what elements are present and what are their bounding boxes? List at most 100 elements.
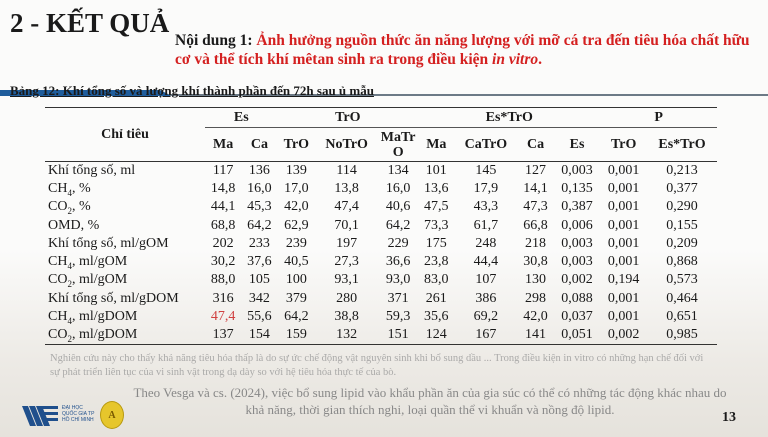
row-label: CH4, ml/gDOM — [45, 308, 205, 326]
row-label-subscript: 2 — [67, 333, 72, 344]
table-row: CO2, ml/gOM 88,0 105 100 93,1 93,0 83,0 107 130 0… — [45, 271, 717, 289]
table-cell: 93,0 — [385, 272, 411, 288]
row-label-unit: , % — [71, 180, 91, 196]
table-cell: 0,985 — [666, 327, 698, 343]
table-cell: 371 — [387, 290, 409, 306]
column-header: Ca — [241, 127, 278, 162]
table-cell: 17,0 — [284, 180, 309, 196]
table-cell: 114 — [336, 162, 357, 178]
table-cell: 47,3 — [523, 199, 548, 215]
content-label: Nội dung 1: — [175, 32, 257, 49]
table-cell: 30,2 — [210, 254, 236, 270]
table-cell: 0,051 — [561, 327, 593, 343]
column-header: Ma — [418, 127, 455, 162]
table-cell: 101 — [425, 162, 447, 178]
table-cell: 17,9 — [473, 180, 499, 196]
content-end: . — [538, 51, 542, 68]
faculty-logo: A — [100, 401, 124, 429]
row-label-unit: , ml/gDOM — [71, 326, 138, 342]
table-cell: 0,037 — [561, 309, 593, 325]
column-header: CaTrO — [454, 127, 518, 162]
table-cell: 0,003 — [561, 162, 593, 178]
table-cell: 47,5 — [424, 199, 449, 215]
table-cell: 47,4 — [334, 199, 359, 215]
faded-footnote: Nghiên cứu này cho thấy khả năng tiêu hó… — [50, 353, 704, 378]
table-cell: 0,003 — [561, 254, 593, 270]
table-cell: 175 — [425, 235, 447, 251]
university-logo — [22, 406, 58, 426]
column-header: Es*TrO — [647, 127, 717, 162]
table-cell: 64,2 — [284, 309, 309, 325]
table-cell: 0,651 — [666, 309, 698, 325]
table-cell: 127 — [525, 162, 547, 178]
title-accent-bar — [0, 90, 172, 96]
table-row: Khí tổng số, ml/gDOM 316 342 379 280 371 261 38… — [45, 290, 717, 308]
group-header: Es — [205, 107, 278, 128]
table-cell: 13,6 — [424, 180, 449, 196]
table-cell: 0,135 — [561, 180, 593, 196]
table-cell: 154 — [248, 327, 270, 343]
table-cell: 130 — [525, 272, 547, 288]
table-cell: 55,6 — [247, 309, 272, 325]
row-label: Khí tổng số, ml — [45, 162, 205, 180]
table-row: Khí tổng số, ml 117 136 139 114 134 101 145 127 0… — [45, 162, 717, 180]
table-cell: 132 — [336, 327, 358, 343]
table-cell: 218 — [525, 235, 547, 251]
table-cell: 0,088 — [561, 290, 593, 306]
group-header: Es*TrO — [418, 107, 601, 128]
row-label: CH4, % — [45, 180, 205, 198]
table-cell: 145 — [475, 162, 497, 178]
divider — [170, 94, 768, 96]
table-cell: 64,2 — [385, 217, 411, 233]
content-heading: Nội dung 1: Ảnh hưởng nguồn thức ăn năng… — [175, 31, 765, 69]
table-cell: 47,4 — [210, 309, 236, 325]
slide-title: 2 - KẾT QUẢ — [10, 8, 170, 38]
table-row: OMD, % 68,8 64,2 62,9 70,1 64,2 73,3 61,7 66,8 0,… — [45, 216, 717, 234]
row-label: Khí tổng số, ml/gDOM — [45, 290, 205, 308]
table-cell: 316 — [212, 290, 234, 306]
table-row: CH4, % 14,8 16,0 17,0 13,8 16,0 13,6 17,9 14,1 0,… — [45, 180, 717, 198]
row-label-name: CH — [48, 253, 68, 269]
table-cell: 137 — [212, 327, 234, 343]
table-cell: 73,3 — [424, 217, 449, 233]
table-cell: 14,8 — [210, 180, 236, 196]
university-logo-text: ĐẠI HỌC QUỐC GIA TP HỒ CHÍ MINH — [62, 405, 95, 423]
background-photo — [0, 250, 768, 437]
column-header: NoTrO — [315, 127, 379, 162]
table-cell: 0,155 — [666, 217, 698, 233]
row-label: Khí tổng số, ml/gOM — [45, 235, 205, 253]
results-table: Chỉ tiêu Es TrO Es*TrO P Ma Ca TrO NoTrO MaT… — [45, 107, 717, 345]
table-cell: 0,001 — [607, 199, 640, 215]
column-header: Ca — [517, 127, 554, 162]
row-label-subscript: 2 — [67, 205, 72, 216]
table-cell: 0,002 — [561, 272, 593, 288]
table-cell: 0,001 — [607, 217, 640, 233]
table-cell: 40,5 — [284, 254, 309, 270]
group-header: P — [600, 107, 717, 128]
table-cell: 93,1 — [334, 272, 359, 288]
column-header: TrO — [600, 127, 647, 162]
table-cell: 35,6 — [424, 309, 449, 325]
table-cell: 16,0 — [385, 180, 411, 196]
table-cell: 38,8 — [334, 309, 359, 325]
row-label-subscript: 4 — [67, 187, 72, 198]
table-cell: 43,3 — [473, 199, 499, 215]
table-cell: 0,194 — [607, 272, 640, 288]
row-label-name: CO — [48, 272, 68, 288]
row-label-subscript: 4 — [67, 315, 72, 326]
table-cell: 64,2 — [247, 217, 272, 233]
table-cell: 0,002 — [607, 327, 640, 343]
table-cell: 167 — [475, 327, 497, 343]
reference-note: Theo Vesga và cs. (2024), việc bổ sung l… — [133, 385, 727, 417]
row-label-unit: , ml/gDOM — [71, 308, 138, 324]
table-row: CO2, ml/gDOM 137 154 159 132 151 124 167 141 0,05… — [45, 326, 717, 344]
table-cell: 42,0 — [284, 199, 309, 215]
table-cell: 83,0 — [424, 272, 449, 288]
table-cell: 69,2 — [473, 309, 499, 325]
table-cell: 13,8 — [334, 180, 359, 196]
table-cell: 298 — [525, 290, 547, 306]
table-cell: 0,003 — [561, 235, 593, 251]
row-label-unit: , ml/gOM — [71, 253, 128, 269]
table-cell: 151 — [387, 327, 409, 343]
table-cell: 233 — [248, 235, 270, 251]
